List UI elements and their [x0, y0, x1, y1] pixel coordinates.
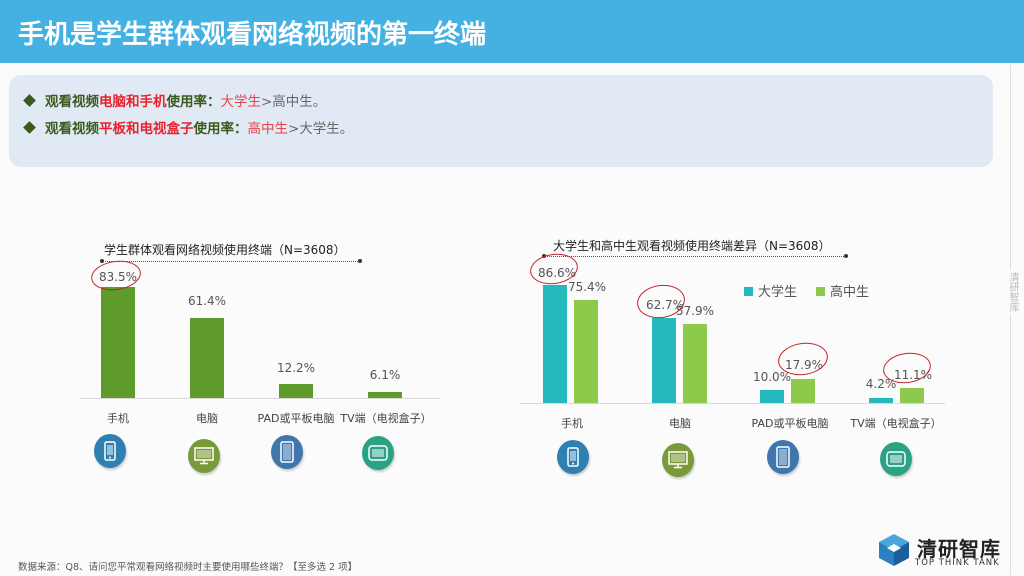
category-label: 手机 — [561, 417, 583, 430]
chart-title: 大学生和高中生观看视频使用终端差异（N=3608） — [553, 239, 831, 253]
bar-tv-college — [869, 398, 893, 403]
tv-icon — [880, 442, 912, 476]
bar-label: 61.4% — [187, 294, 227, 308]
bar-phone — [101, 287, 135, 398]
cube-logo-icon — [879, 534, 909, 566]
bar-label: 12.2% — [276, 361, 316, 375]
bar-tablet — [279, 384, 313, 398]
bar-tv — [368, 392, 402, 398]
tv-icon — [362, 436, 394, 470]
bar-computer — [190, 318, 224, 398]
phone-icon — [94, 434, 126, 468]
legend-swatch — [816, 287, 825, 296]
bar-label: 11.1% — [893, 368, 933, 382]
bar-phone-college — [543, 285, 567, 403]
bar-label: 75.4% — [567, 280, 607, 294]
bar-tv-highschool — [900, 388, 924, 403]
x-axis — [520, 403, 945, 404]
title-bar: 手机是学生群体观看网络视频的第一终端 — [0, 0, 1024, 63]
bar-tablet-college — [760, 390, 784, 403]
category-label: 电脑 — [196, 412, 218, 425]
legend-swatch — [744, 287, 753, 296]
diamond-bullet-icon — [23, 94, 36, 107]
bar-label: 10.0% — [752, 370, 792, 384]
legend-college: 大学生 — [744, 281, 797, 300]
bar-tablet-highschool — [791, 379, 815, 403]
summary-box: 观看视频电脑和手机使用率：大学生>高中生。 观看视频平板和电视盒子使用率：高中生… — [9, 75, 993, 167]
bar-label: 86.6% — [537, 266, 577, 280]
bar-label: 4.2% — [865, 377, 897, 391]
title-underline — [100, 259, 362, 263]
bar-label: 6.1% — [369, 368, 401, 382]
legend-highschool: 高中生 — [816, 281, 869, 300]
category-label: PAD或平板电脑 — [257, 412, 335, 425]
category-label: TV端（电视盒子） — [850, 417, 942, 430]
title-underline — [542, 254, 848, 258]
side-divider — [1010, 65, 1011, 575]
monitor-icon — [662, 443, 694, 477]
bar-computer-college — [652, 318, 676, 403]
side-label: 清研智库 — [1006, 270, 1018, 314]
bar-phone-highschool — [574, 300, 598, 403]
page-title: 手机是学生群体观看网络视频的第一终端 — [18, 20, 487, 50]
tablet-icon — [767, 440, 799, 474]
data-source-note: 数据来源：Q8、请问您平常观看网络视频时主要使用哪些终端？【至多选 2 项】 — [18, 562, 358, 573]
logo-subtitle: TOP THINK TANK — [915, 558, 1000, 568]
chart-title: 学生群体观看网络视频使用终端（N=3608） — [104, 243, 346, 257]
bar-label: 57.9% — [675, 304, 715, 318]
bar-label: 83.5% — [98, 270, 138, 284]
x-axis — [80, 398, 440, 399]
bar-label: 62.7% — [645, 298, 685, 312]
diamond-bullet-icon — [23, 121, 36, 134]
bar-computer-highschool — [683, 324, 707, 403]
brand-logo: 清研智库 TOP THINK TANK — [877, 532, 1017, 572]
category-label: 电脑 — [669, 417, 691, 430]
tablet-icon — [271, 435, 303, 469]
category-label: 手机 — [107, 412, 129, 425]
monitor-icon — [188, 439, 220, 473]
category-label: PAD或平板电脑 — [751, 417, 829, 430]
logo-name: 清研智库 — [917, 537, 1001, 561]
summary-line-2: 观看视频平板和电视盒子使用率：高中生>大学生。 — [23, 117, 353, 137]
bar-label: 17.9% — [784, 358, 824, 372]
category-label: TV端（电视盒子） — [340, 412, 432, 425]
summary-line-1: 观看视频电脑和手机使用率：大学生>高中生。 — [23, 90, 326, 110]
phone-icon — [557, 440, 589, 474]
